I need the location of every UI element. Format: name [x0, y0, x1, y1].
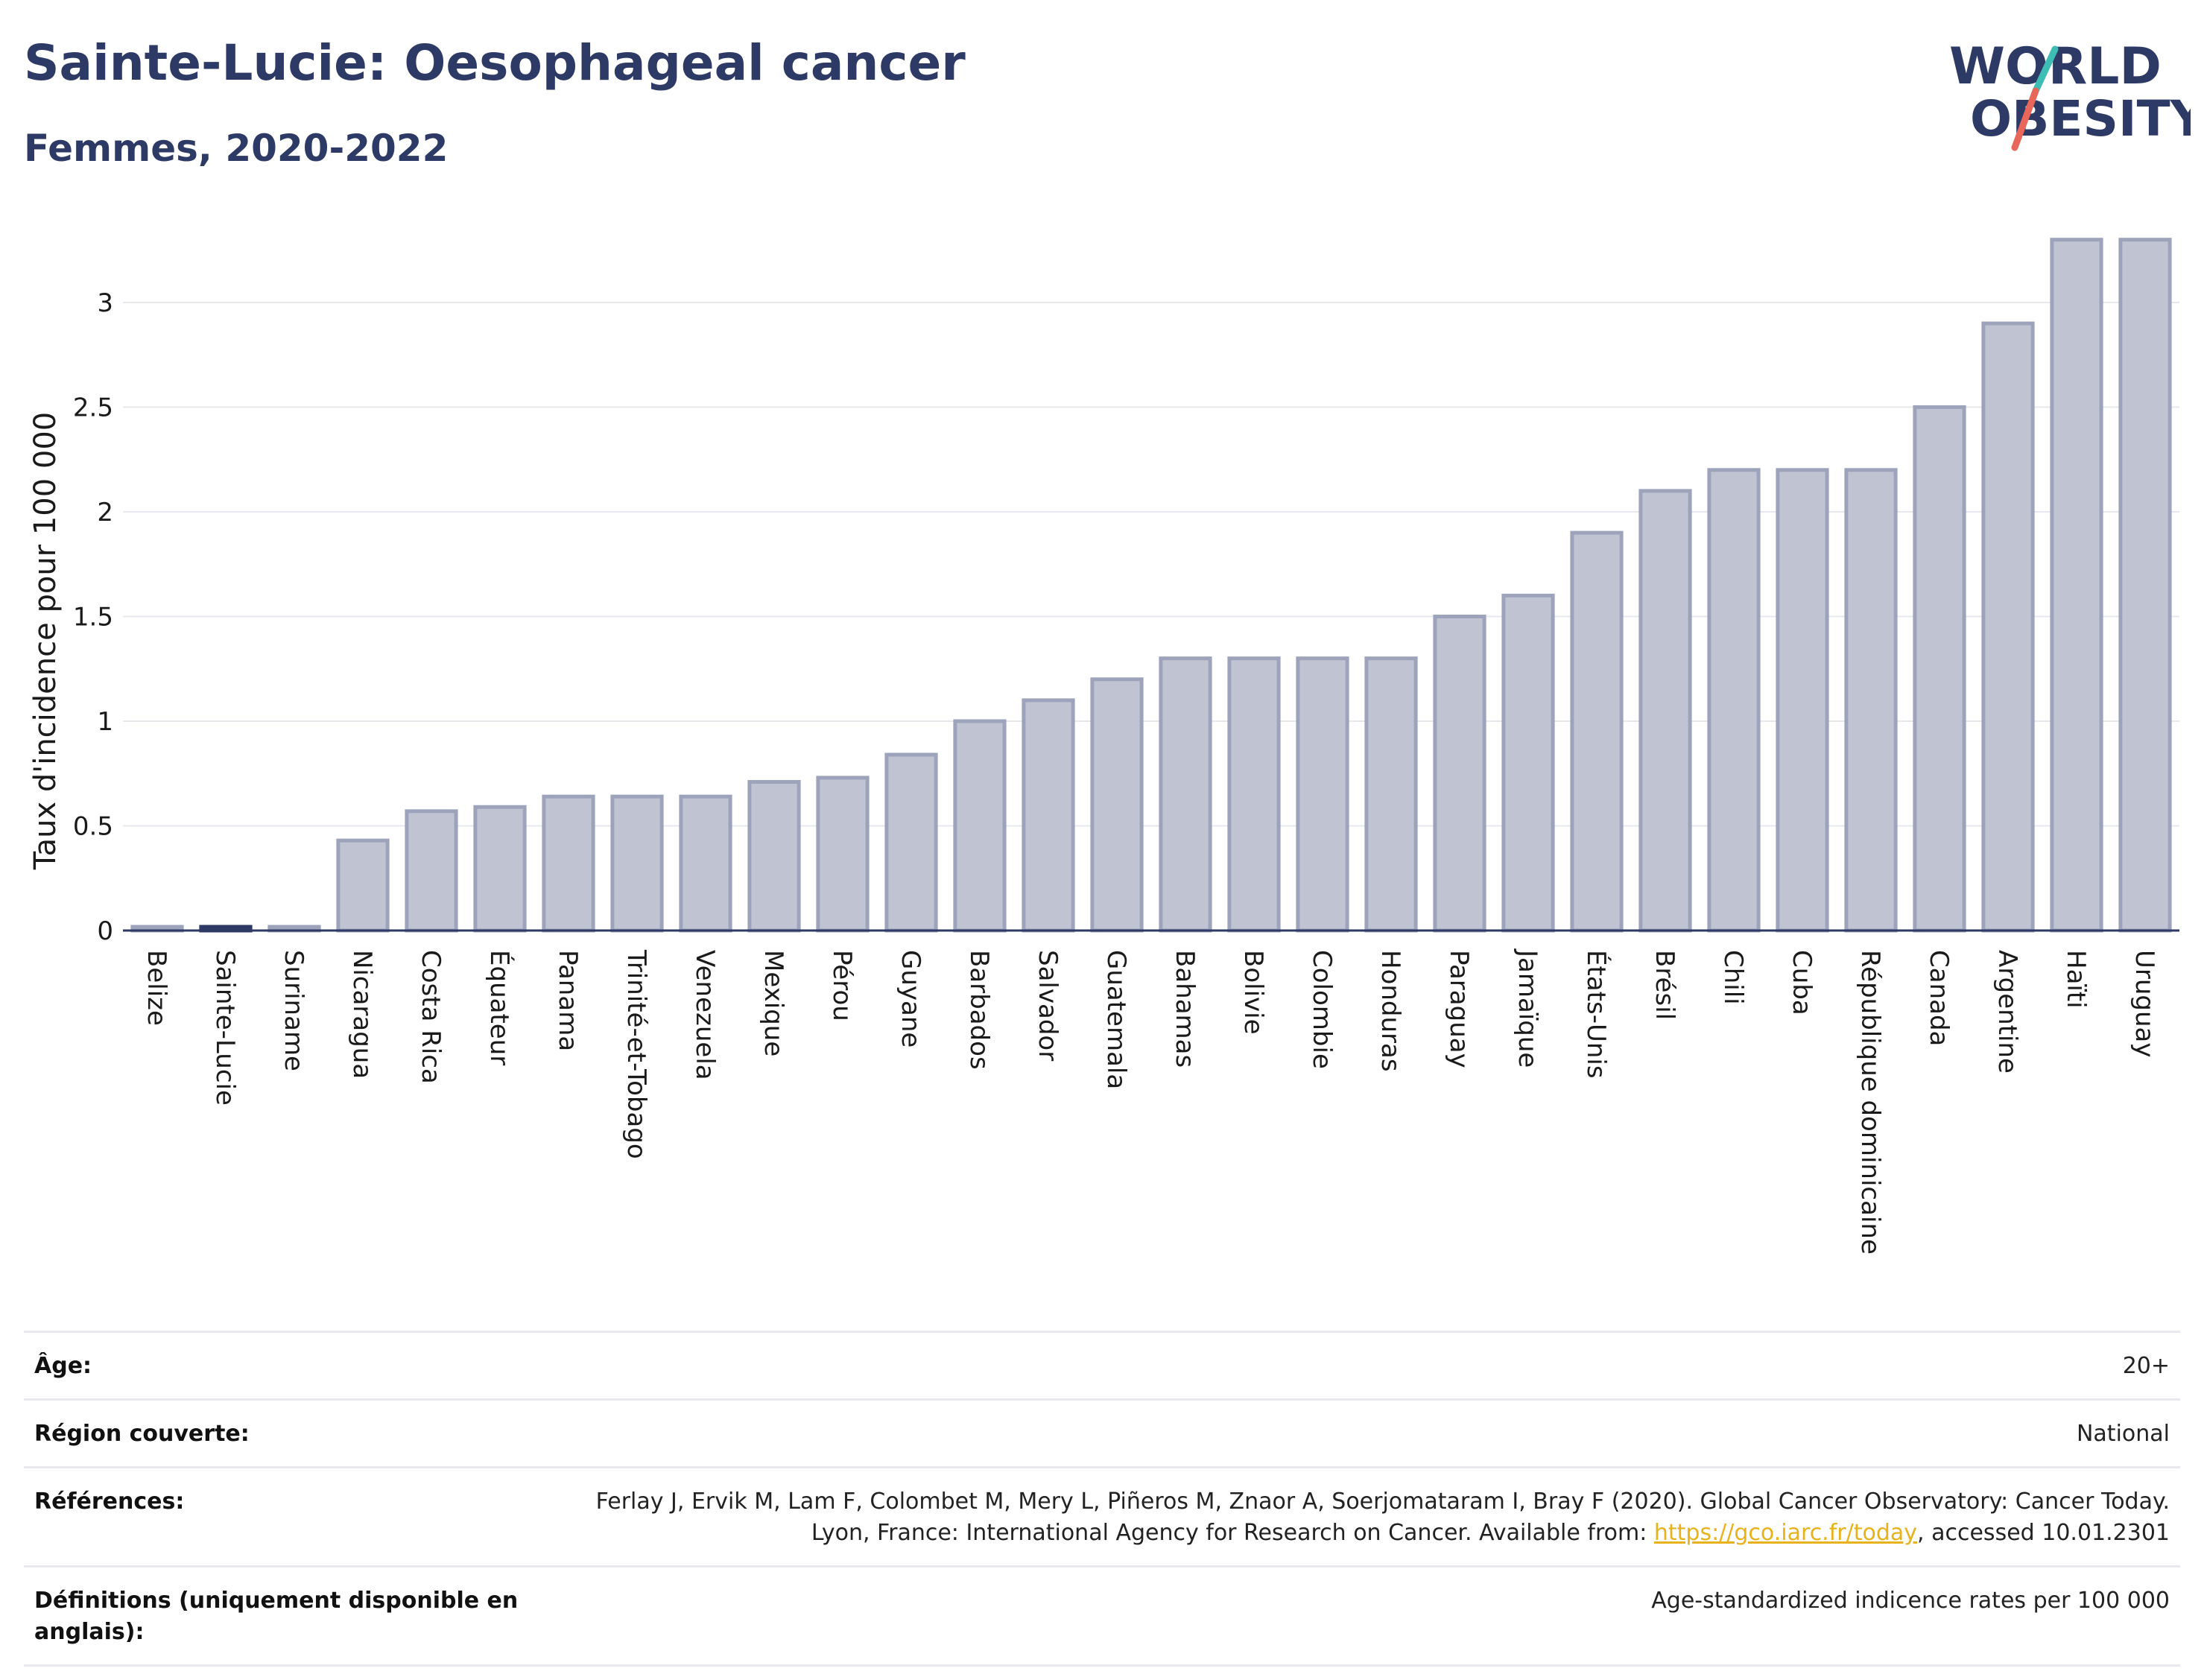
bar-Honduras — [1364, 656, 1418, 933]
x-tick-label: Brésil — [1650, 950, 1679, 1020]
y-tick-label: 0.5 — [73, 812, 113, 842]
y-axis-label: Taux d'incidence pour 100 000 — [28, 412, 63, 870]
x-tick-label: États-Unis — [1581, 950, 1612, 1079]
y-axis-ticks: 0 0.5 1 1.5 2 2.5 3 — [73, 288, 113, 946]
bar-Cuba — [1776, 468, 1829, 933]
region-label: Région couverte: — [34, 1421, 250, 1447]
x-tick-label: Costa Rica — [416, 950, 446, 1084]
bars — [130, 238, 2172, 933]
bar-Colombie — [1296, 656, 1349, 933]
x-tick-label: Haïti — [2061, 950, 2091, 1009]
y-tick-label: 0 — [97, 916, 113, 946]
y-tick-label: 1.5 — [73, 603, 113, 633]
gridlines — [123, 302, 2179, 827]
x-tick-label: Belize — [142, 950, 171, 1026]
bar-Paraguay — [1433, 615, 1486, 933]
bar-Costa Rica — [405, 809, 458, 933]
bar-Barbados — [953, 719, 1007, 933]
x-axis-ticks: Belize Sainte-Lucie Suriname Nicaragua Costa… — [142, 948, 2159, 1255]
bar-Équateur — [473, 805, 527, 933]
references-text: Ferlay J, Ervik M, Lam F, Colombet M, Me… — [595, 1489, 2170, 1546]
x-tick-label: Paraguay — [1444, 950, 1474, 1068]
x-tick-label: Honduras — [1375, 950, 1405, 1072]
metadata-table: Âge: 20+ Région couverte: National Référ… — [24, 1331, 2180, 1667]
x-tick-label: République dominicaine — [1855, 950, 1885, 1255]
bar-Pérou — [816, 776, 870, 933]
meta-row-age: Âge: 20+ — [24, 1331, 2180, 1398]
x-tick-label: Canada — [1924, 950, 1954, 1046]
y-tick-label: 1 — [97, 707, 113, 737]
x-tick-label: Uruguay — [2129, 950, 2159, 1058]
definitions-label: Définitions (uniquement disponible en an… — [34, 1588, 519, 1645]
bar-Nicaragua — [336, 838, 390, 933]
logo-obesity-text: OBESITY — [1970, 90, 2191, 148]
x-tick-label: Salvador — [1033, 950, 1063, 1061]
x-tick-label: Sainte-Lucie — [210, 950, 240, 1106]
bar-Chili — [1707, 468, 1761, 933]
references-link[interactable]: https://gco.iarc.fr/today — [1653, 1520, 1918, 1546]
x-tick-label: Panama — [553, 950, 583, 1051]
x-tick-label: Colombie — [1307, 950, 1337, 1069]
bar-Haïti — [2050, 238, 2103, 933]
page-subtitle: Femmes, 2020-2022 — [24, 127, 449, 170]
y-tick-label: 2.5 — [73, 393, 113, 423]
age-label: Âge: — [34, 1353, 92, 1379]
bar-Bahamas — [1159, 656, 1212, 933]
x-tick-label: Trinité-et-Tobago — [621, 949, 651, 1159]
definitions-value: Age-standardized indicence rates per 100… — [1651, 1588, 2170, 1614]
bar-Jamaïque — [1501, 593, 1555, 933]
bar-Uruguay — [2118, 238, 2172, 933]
y-tick-label: 2 — [97, 498, 113, 527]
logo-slash-bottom — [2011, 87, 2039, 151]
x-tick-label: Guyane — [896, 950, 925, 1047]
x-tick-label: Jamaïque — [1513, 948, 1542, 1068]
bar-Venezuela — [679, 794, 732, 933]
bar-Brésil — [1638, 489, 1692, 933]
bar-Argentine — [1981, 321, 2035, 933]
x-tick-label: Bolivie — [1238, 950, 1268, 1035]
world-obesity-logo: WORLD OBESITY — [1949, 37, 2191, 151]
bar-République dominicaine — [1844, 468, 1898, 933]
meta-row-region: Région couverte: National — [24, 1398, 2180, 1466]
logo-slash-top — [2032, 45, 2059, 95]
bar-Guyane — [884, 752, 938, 933]
x-tick-label: Équateur — [484, 950, 515, 1065]
meta-row-references: Références: Ferlay J, Ervik M, Lam F, Co… — [24, 1466, 2180, 1565]
bar-Panama — [542, 794, 595, 933]
page-title: Sainte-Lucie: Oesophageal cancer — [24, 34, 966, 92]
bar-Mexique — [747, 779, 801, 933]
x-tick-label: Venezuela — [690, 950, 720, 1080]
x-tick-label: Bahamas — [1170, 950, 1200, 1068]
bar-États-Unis — [1570, 530, 1624, 933]
bar-Canada — [1913, 405, 1966, 933]
x-tick-label: Pérou — [827, 950, 857, 1021]
meta-row-definitions: Définitions (uniquement disponible en an… — [24, 1565, 2180, 1667]
x-tick-label: Nicaragua — [347, 950, 377, 1079]
bar-chart: 0 0.5 1 1.5 2 2.5 3 Belize Sainte-Lucie Suriname… — [28, 238, 2179, 1255]
x-tick-label: Guatemala — [1101, 950, 1131, 1089]
bar-Guatemala — [1090, 677, 1144, 933]
x-tick-label: Argentine — [1992, 950, 2022, 1074]
x-tick-label: Cuba — [1787, 950, 1817, 1015]
references-label: Références: — [34, 1489, 185, 1515]
bar-Bolivie — [1227, 656, 1281, 933]
x-tick-label: Mexique — [759, 950, 788, 1056]
age-value: 20+ — [2122, 1353, 2170, 1379]
bar-Salvador — [1022, 698, 1075, 933]
bar-Trinité-et-Tobago — [610, 794, 664, 933]
x-tick-label: Chili — [1718, 950, 1748, 1005]
references-suffix: , accessed 10.01.2301 — [1917, 1520, 2170, 1546]
region-value: National — [2076, 1421, 2170, 1447]
x-tick-label: Barbados — [964, 950, 994, 1070]
y-tick-label: 3 — [97, 288, 113, 318]
references-value: Ferlay J, Ervik M, Lam F, Colombet M, Me… — [568, 1486, 2170, 1549]
x-tick-label: Suriname — [279, 950, 308, 1071]
